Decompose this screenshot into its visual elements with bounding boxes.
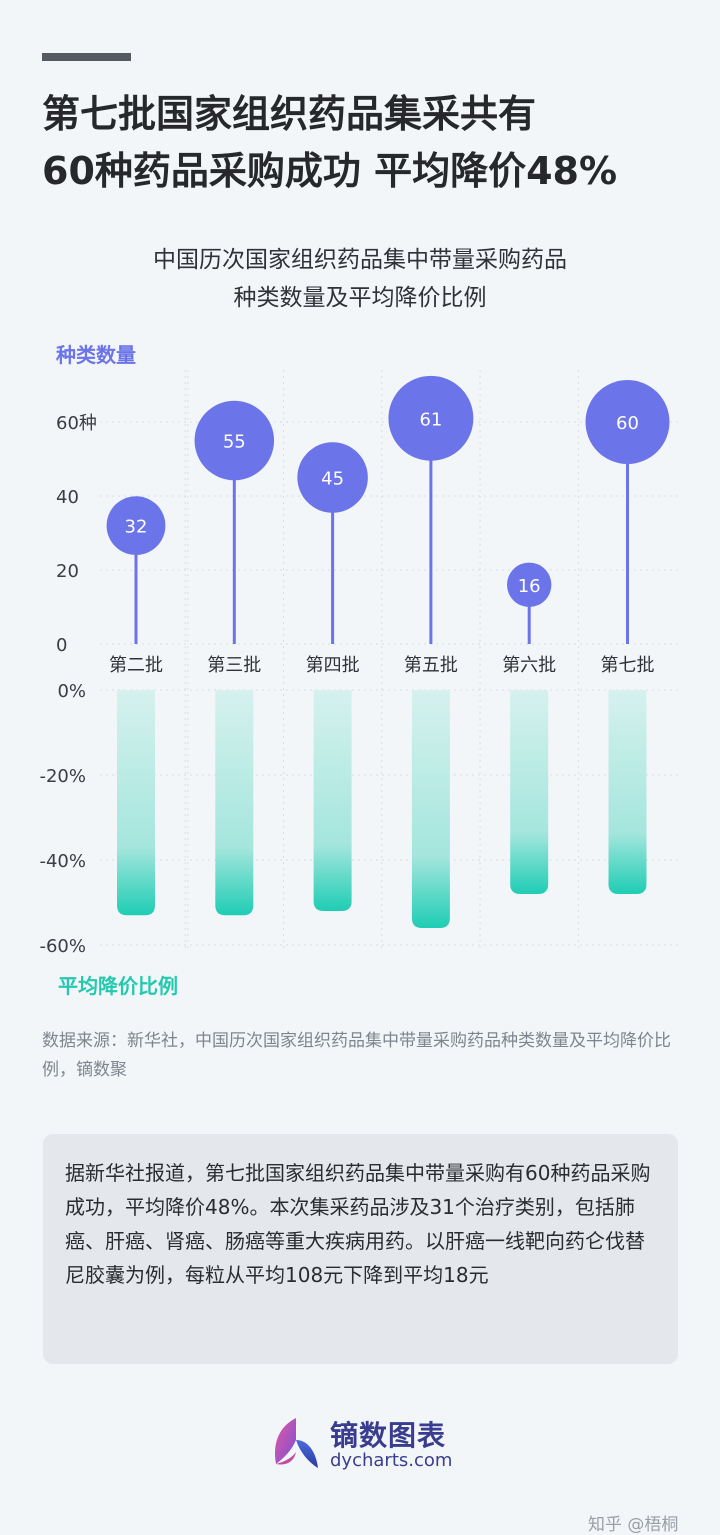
count-tick-label: 40: [56, 487, 79, 508]
brand-logo: 镝数图表 dycharts.com: [266, 1412, 466, 1476]
count-data-label: 16: [518, 576, 541, 597]
lollipop-bar-chart: 种类数量 0 20 40 60种 0% -20% -40% -60% 平均降价比例 32 55 45 6…: [39, 343, 678, 998]
discount-axis-title: 平均降价比例: [58, 974, 178, 998]
count-axis-title: 种类数量: [55, 343, 136, 367]
discount-bar: [215, 690, 254, 916]
credit-text: 知乎 @梧桐: [588, 1515, 679, 1535]
category-label: 第七批: [601, 655, 655, 676]
page-title-line-2: 60种药品采购成功 平均降价48%: [42, 149, 618, 193]
count-tick-label: 20: [56, 561, 79, 582]
chart-title-line-1: 中国历次国家组织药品集中带量采购药品: [153, 247, 567, 273]
discount-tick-label: -60%: [39, 936, 86, 957]
discount-tick-label: -40%: [39, 851, 86, 872]
count-bubble: [388, 375, 474, 461]
brand-url: dycharts.com: [330, 1450, 453, 1471]
category-label: 第三批: [207, 655, 261, 676]
discount-bar: [510, 690, 549, 894]
count-tick-label: 0: [56, 635, 67, 656]
data-source: 数据来源：新华社，中国历次国家组织药品集中带量采购药品种类数量及平均降价比例，镝…: [42, 1031, 671, 1080]
count-bubble: [106, 496, 166, 555]
category-label: 第四批: [306, 655, 360, 676]
count-data-label: 60: [616, 413, 639, 434]
summary-note: 据新华社报道，第七批国家组织药品集中带量采购有60种药品采购成功，平均降价48%…: [43, 1134, 678, 1364]
summary-note-text: 据新华社报道，第七批国家组织药品集中带量采购有60种药品采购成功，平均降价48%…: [65, 1161, 651, 1287]
count-data-label: 45: [321, 469, 344, 490]
category-label: 第六批: [502, 655, 556, 676]
count-bubble: [585, 380, 670, 464]
count-tick-label: 60种: [56, 413, 97, 434]
count-bubble: [194, 400, 275, 481]
count-data-label: 55: [223, 432, 246, 453]
count-data-label: 32: [125, 517, 148, 538]
count-bubble: [507, 562, 552, 607]
discount-bar: [608, 690, 647, 894]
category-label: 第二批: [109, 655, 163, 676]
discount-tick-label: 0%: [57, 681, 86, 702]
category-label: 第五批: [404, 655, 458, 676]
butterfly-logo-icon: [274, 1418, 318, 1468]
discount-tick-label: -20%: [39, 766, 86, 787]
discount-bar: [313, 690, 352, 911]
count-bubble: [297, 442, 368, 513]
brand-name: 镝数图表: [330, 1419, 447, 1452]
chart-title-line-2: 种类数量及平均降价比例: [233, 285, 487, 311]
page-title: 第七批国家组织药品集采共有 60种药品采购成功 平均降价48%: [42, 86, 692, 200]
discount-bar: [117, 690, 155, 916]
discount-bar: [411, 690, 450, 928]
count-data-label: 61: [419, 409, 442, 430]
title-accent-bar: [42, 53, 131, 61]
page-title-line-1: 第七批国家组织药品集采共有: [42, 92, 537, 136]
